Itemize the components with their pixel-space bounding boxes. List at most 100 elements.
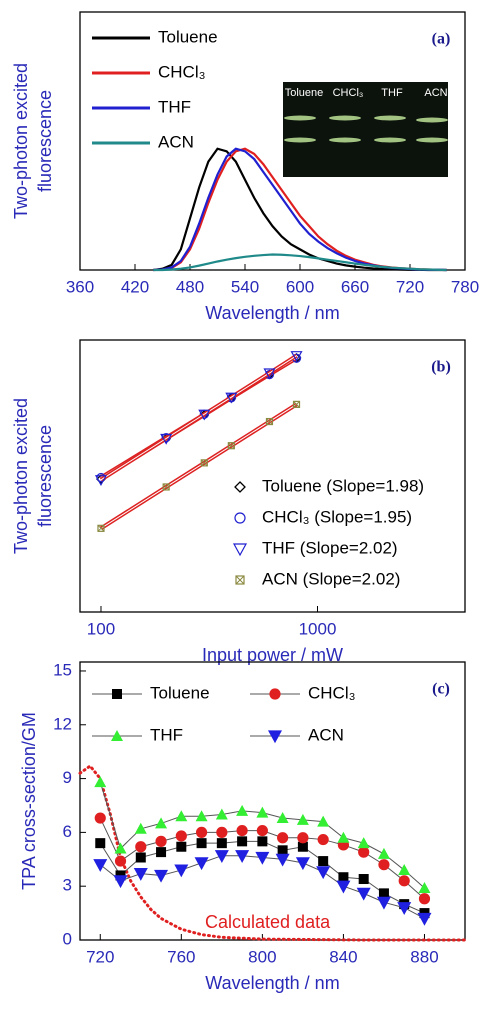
series-line	[153, 253, 447, 272]
x-tick-label: 760	[167, 947, 195, 966]
marker	[196, 838, 207, 849]
panel-label: (a)	[432, 31, 451, 48]
inset-label: CHCl₃	[333, 87, 364, 99]
marker	[112, 689, 122, 699]
marker	[162, 483, 170, 491]
marker	[263, 368, 276, 380]
marker	[317, 815, 330, 827]
marker	[216, 826, 228, 838]
marker-box	[292, 400, 301, 408]
inset-label: THF	[381, 87, 403, 99]
x-tick-label: 660	[341, 277, 369, 296]
inset-glow	[329, 115, 361, 121]
marker	[175, 830, 187, 842]
x-tick-label: 840	[329, 947, 357, 966]
marker	[175, 810, 188, 822]
marker	[154, 869, 169, 883]
marker	[296, 813, 309, 825]
marker	[194, 857, 209, 871]
marker	[356, 887, 371, 901]
marker	[417, 912, 432, 926]
marker	[156, 847, 167, 858]
marker	[234, 512, 246, 524]
marker	[336, 880, 351, 894]
x-axis-label: Wavelength / nm	[205, 303, 339, 323]
plot-frame	[79, 661, 466, 941]
x-tick-label: 880	[410, 947, 438, 966]
marker	[377, 847, 390, 859]
marker	[236, 804, 249, 816]
marker	[269, 688, 281, 700]
inset-label: ACN	[424, 87, 447, 99]
marker	[97, 524, 105, 532]
marker	[236, 824, 248, 837]
legend-label: THF	[158, 97, 191, 116]
legend-label: ACN (Slope=2.02)	[262, 569, 400, 588]
marker	[357, 837, 370, 849]
y-tick-label: 0	[63, 929, 72, 948]
legend-label: Toluene	[150, 683, 210, 702]
marker	[232, 543, 248, 557]
marker	[93, 859, 108, 872]
marker	[418, 893, 431, 905]
marker-cross	[266, 418, 273, 425]
y-axis-label: fluorescence	[35, 90, 55, 192]
marker	[135, 841, 147, 853]
y-axis-label: Two-photon excited	[11, 398, 31, 554]
inset-glow	[374, 137, 406, 143]
marker-box	[227, 442, 235, 450]
marker	[111, 730, 123, 741]
marker	[95, 838, 106, 849]
plot-frame	[79, 339, 466, 613]
marker	[358, 874, 369, 885]
marker	[155, 835, 167, 847]
x-tick-label: 1000	[299, 619, 337, 638]
x-tick-label: 420	[121, 277, 149, 296]
marker	[376, 896, 391, 910]
marker	[215, 808, 228, 820]
y-tick-label: 9	[63, 768, 72, 787]
inset-glow	[329, 137, 361, 143]
calculated-label: Calculated data	[205, 912, 331, 932]
x-tick-label: 800	[248, 947, 276, 966]
marker	[297, 832, 309, 844]
panel-label: (c)	[432, 681, 450, 698]
marker	[235, 575, 245, 585]
marker-box	[265, 417, 274, 426]
inset-label: Toluene	[285, 87, 324, 99]
y-axis-label: TPA cross-section/GM	[19, 712, 39, 890]
marker	[255, 851, 270, 865]
x-tick-label: 720	[86, 947, 114, 966]
marker	[398, 864, 411, 876]
marker	[358, 846, 370, 858]
legend-label: ACN	[158, 132, 194, 151]
legend-label: CHCl₃	[158, 62, 206, 81]
marker	[378, 888, 389, 899]
marker	[234, 481, 246, 493]
marker	[133, 868, 148, 881]
marker	[176, 841, 187, 852]
x-axis-label: Input power / mW	[202, 645, 343, 665]
marker	[160, 433, 173, 445]
inset-photo	[283, 82, 448, 177]
marker	[277, 845, 288, 856]
y-tick-label: 3	[63, 876, 72, 895]
marker	[338, 872, 349, 883]
marker	[418, 881, 431, 893]
legend-label: THF	[150, 725, 183, 744]
x-tick-label: 360	[66, 277, 94, 296]
inset-glow	[284, 115, 316, 121]
legend-label: Toluene (Slope=1.98)	[262, 476, 424, 495]
legend-label: Toluene	[158, 27, 218, 46]
marker-box	[97, 524, 105, 532]
marker-box	[162, 483, 170, 491]
x-tick-label: 100	[87, 619, 115, 638]
y-axis-label: Two-photon excited	[11, 63, 31, 219]
marker	[292, 400, 301, 408]
x-tick-label: 540	[231, 277, 259, 296]
marker-cross	[162, 483, 170, 491]
marker-box	[235, 575, 245, 585]
inset-glow	[416, 137, 448, 143]
marker	[198, 409, 211, 421]
y-axis-label: fluorescence	[35, 425, 55, 527]
